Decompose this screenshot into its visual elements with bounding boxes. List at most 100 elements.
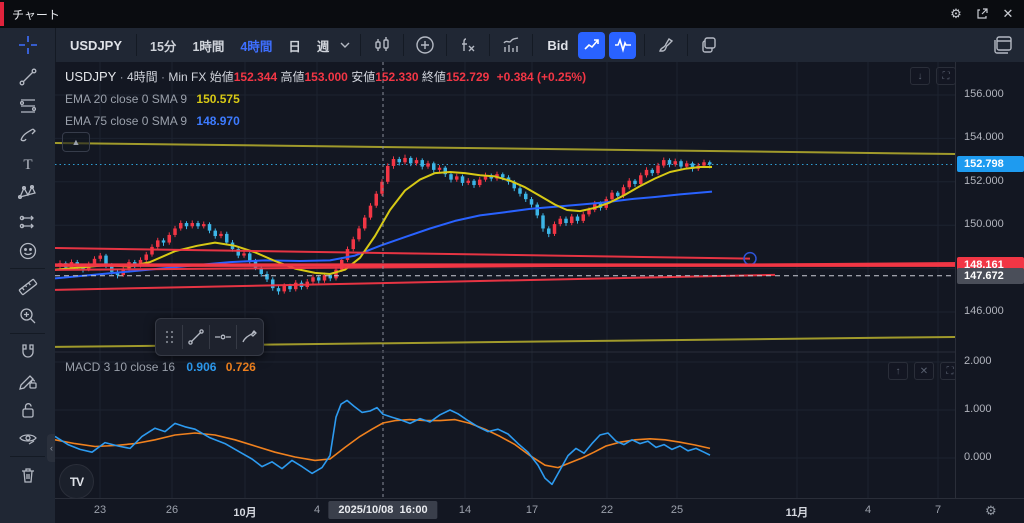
drawing-sidebar: T ‹ [0, 62, 56, 523]
price-chart-canvas[interactable] [55, 62, 955, 498]
indicator-templates-button[interactable] [496, 32, 526, 59]
measure-ruler-tool[interactable] [0, 272, 55, 301]
floating-draw-toolbar[interactable] [155, 318, 264, 356]
ohlc-label: 始値 [209, 70, 234, 84]
drag-handle[interactable] [156, 322, 182, 352]
last-price-label[interactable]: 152.798 [957, 156, 1024, 173]
multichart-layout-button[interactable] [988, 32, 1018, 59]
text-tool[interactable]: T [0, 149, 55, 178]
brush-theme-button[interactable] [651, 32, 681, 59]
price-tick: 150.000 [964, 218, 1004, 231]
time-tick: 25 [670, 504, 684, 516]
window-title: チャート [12, 7, 60, 22]
macd-legend[interactable]: MACD 3 10 close 16 0.906 0.726 [65, 360, 256, 374]
emoji-tool[interactable] [0, 236, 55, 265]
compare-add-button[interactable] [410, 32, 440, 59]
ohlc-values: 始値152.344 高値153.000 安値152.330 終値152.729 [210, 70, 490, 84]
macd-tick: 1.000 [964, 403, 992, 415]
drawing-mode-lock-tool[interactable] [0, 366, 55, 395]
indicators-fx-button[interactable] [453, 32, 483, 59]
remove-drawings-trash-tool[interactable] [0, 460, 55, 489]
time-axis[interactable]: ⚙ 23 26 10月 4 14 17 22 25 11月 4 7 2025/10/08 16:00 [55, 498, 1024, 523]
legend-symbol: USDJPY [65, 69, 117, 84]
close-pane-icon[interactable]: ✕ [914, 362, 934, 380]
move-pane-down-icon[interactable]: ↓ [910, 67, 930, 85]
ohlc-label: 高値 [277, 70, 305, 84]
divider [136, 34, 138, 56]
macd-pane-actions: ↑ ✕ ⛶ [888, 362, 960, 380]
main-toolbar: USDJPY 15分 1時間 4時間日週 Bid [0, 28, 1024, 63]
ema20-legend[interactable]: EMA 20 close 0 SMA 9 150.575 [65, 92, 240, 106]
ohlc-value: 152.729 [445, 70, 490, 84]
macd-value: 0.906 [186, 360, 217, 374]
zoom-in-tool[interactable] [0, 301, 55, 330]
time-tick: 10月 [233, 507, 257, 519]
ema75-legend[interactable]: EMA 75 close 0 SMA 9 148.970 [65, 114, 240, 128]
popout-icon[interactable] [974, 6, 990, 22]
prediction-position-tool[interactable] [0, 207, 55, 236]
macd-signal-value: 0.726 [225, 360, 256, 374]
sidebar-collapse-handle[interactable]: ‹ [47, 434, 56, 462]
time-tick: 22 [600, 504, 614, 516]
hide-drawings-eye-tool[interactable] [0, 424, 55, 453]
ema75-value: 148.970 [196, 114, 240, 128]
legend-interval: 4時間 [126, 70, 158, 84]
legend-collapse-button[interactable]: ▲ [62, 132, 90, 152]
ohlc-label: 安値 [347, 70, 376, 84]
time-tick: 4 [313, 504, 321, 516]
interval-button-1[interactable]: 1時間 [185, 32, 231, 59]
fib-retracement-tool[interactable] [0, 91, 55, 120]
bid-button[interactable]: Bid [539, 38, 576, 53]
divider [489, 34, 491, 56]
price-tick: 146.000 [964, 305, 1004, 317]
interval-button-2[interactable]: 4時間 [233, 32, 279, 59]
accent-stripe [0, 2, 4, 26]
level-price-label[interactable]: 147.672 [957, 267, 1024, 284]
ohlc-value: 153.000 [304, 70, 348, 84]
brush-tool[interactable] [0, 120, 55, 149]
time-tick: 23 [93, 504, 107, 516]
ema75-label: EMA 75 close 0 SMA 9 [65, 114, 188, 128]
ohlc-value: 152.344 [233, 70, 278, 84]
trend-line-quick-tool[interactable] [183, 322, 209, 352]
axis-settings-gear-icon[interactable]: ⚙ [985, 503, 997, 518]
divider [10, 456, 45, 457]
maximize-pane-icon[interactable]: ⛶ [936, 67, 956, 85]
price-axis[interactable]: 156.000 154.000 152.000 150.000 146.000 2.000… [955, 62, 1024, 498]
price-pane-actions: ↓ ⛶ [910, 67, 956, 85]
trend-line-tool[interactable] [0, 62, 55, 91]
macd-tick: 2.000 [964, 355, 992, 367]
chart-region[interactable]: USDJPY · 4時間 · Min FX 始値152.344 高値153.00… [55, 62, 1024, 523]
settings-gear-icon[interactable]: ⚙ [950, 6, 962, 21]
move-pane-up-icon[interactable]: ↑ [888, 362, 908, 380]
brush-quick-tool[interactable] [237, 322, 263, 352]
symbol-legend[interactable]: USDJPY · 4時間 · Min FX 始値152.344 高値153.00… [65, 68, 586, 85]
copy-layout-button[interactable] [694, 32, 724, 59]
lock-all-drawings-tool[interactable] [0, 395, 55, 424]
crosshair-tool-button[interactable] [0, 28, 56, 62]
tradingview-logo[interactable]: TV [59, 464, 94, 499]
horizontal-line-quick-tool[interactable] [210, 322, 236, 352]
time-tick: 7 [934, 504, 942, 516]
xabcd-pattern-tool[interactable] [0, 178, 55, 207]
divider [10, 268, 45, 269]
legend-separator: · [119, 70, 124, 84]
price-tick: 154.000 [964, 131, 1004, 144]
titlebar: チャート ⚙ ✕ [0, 0, 1024, 28]
chevron-down-icon[interactable] [336, 32, 354, 59]
interval-button-4[interactable]: 週 [310, 32, 337, 59]
close-icon[interactable]: ✕ [1002, 6, 1014, 21]
symbol-button[interactable]: USDJPY [62, 38, 130, 53]
ema20-label: EMA 20 close 0 SMA 9 [65, 92, 188, 106]
candle-style-button[interactable] [367, 32, 397, 59]
time-tick: 26 [165, 504, 179, 516]
magnet-mode-tool[interactable] [0, 337, 55, 366]
trend-mode-button[interactable] [578, 31, 606, 59]
ohlc-label: 終値 [418, 70, 446, 84]
divider [446, 34, 448, 56]
pulse-mode-button[interactable] [609, 31, 637, 59]
interval-button-3[interactable]: 日 [281, 32, 308, 59]
divider [644, 34, 646, 56]
interval-button-0[interactable]: 15分 [143, 32, 183, 59]
